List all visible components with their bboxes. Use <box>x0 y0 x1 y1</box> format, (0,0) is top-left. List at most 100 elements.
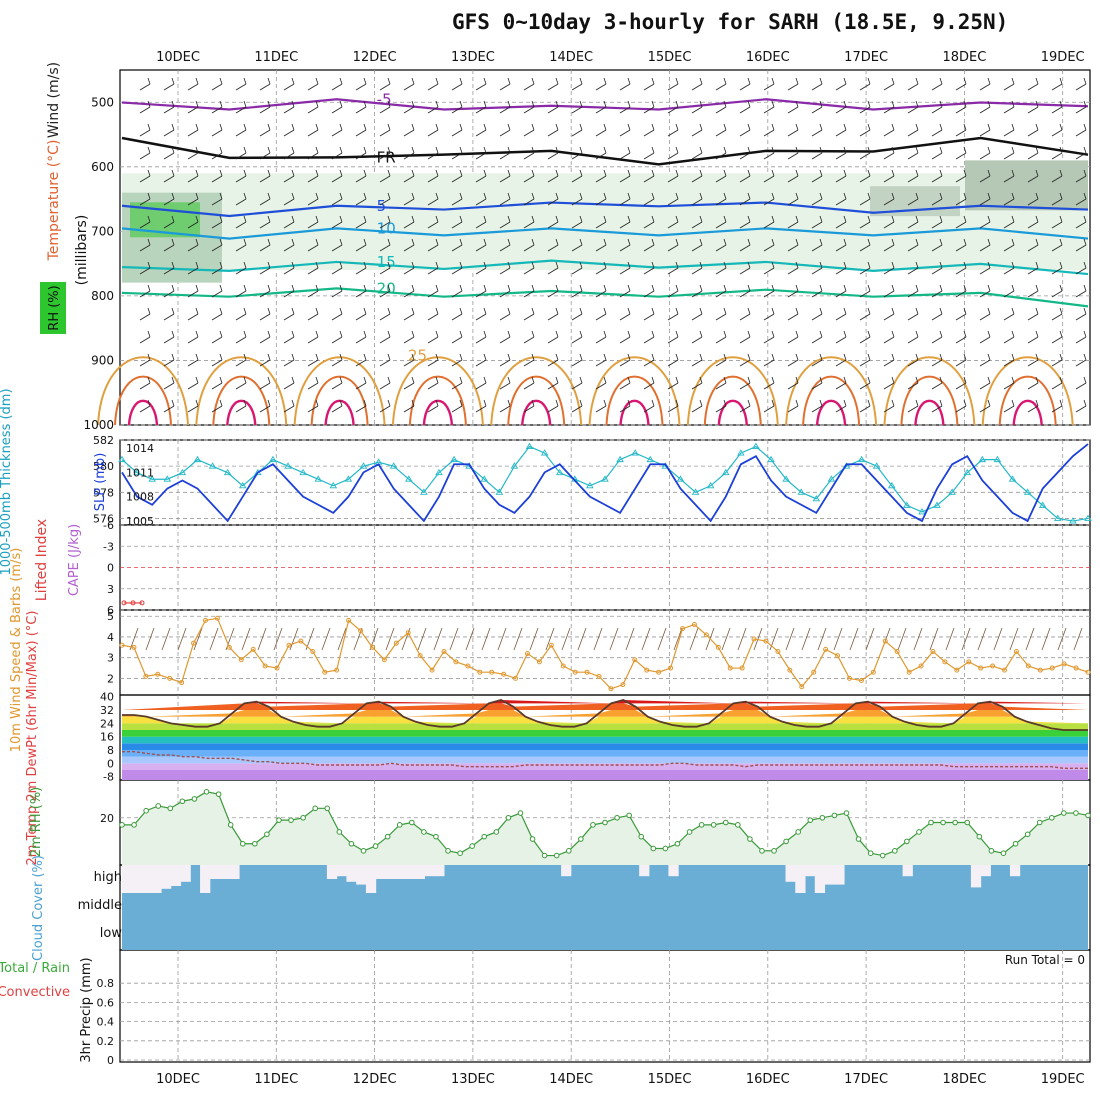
wind-barb <box>259 198 271 206</box>
wind-barb-10m <box>897 627 907 651</box>
isotherm-30 <box>703 375 762 426</box>
slp-tick: 1014 <box>126 442 154 455</box>
temperature-band <box>122 723 1088 730</box>
thickness-point <box>737 449 745 456</box>
rh-point <box>1024 831 1031 838</box>
axis-label-cloud: Cloud Cover (%) <box>31 855 46 961</box>
rh-point <box>819 814 826 821</box>
wind-barb-flag <box>243 284 247 292</box>
rh-point <box>916 829 922 835</box>
wind-barb <box>523 382 535 390</box>
wind-barb <box>235 83 247 91</box>
cloud-high-gap <box>170 865 182 886</box>
wind-barb-flag <box>411 238 415 246</box>
wind-barb-flag <box>723 353 727 361</box>
wind-barb-flag <box>171 192 175 200</box>
wind-barb <box>907 313 919 321</box>
wind10-point <box>441 648 447 654</box>
wind-barb-flag <box>1059 376 1063 384</box>
wind-barb <box>619 129 631 137</box>
wind-barb-flag <box>363 123 367 131</box>
wind-barb <box>763 313 775 321</box>
wind-barb <box>667 382 679 390</box>
wind-barb-flag <box>1059 353 1063 361</box>
wind-barb-flag <box>435 77 439 85</box>
date-tick-bottom: 10DEC <box>156 1072 200 1087</box>
temperature-tick: 16 <box>100 731 114 744</box>
wind-barb <box>379 382 391 390</box>
wind-barb-flag <box>507 376 511 384</box>
wind-barb <box>787 244 799 252</box>
wind-barb-flag <box>1059 123 1063 131</box>
axis-label-lifted-index: Lifted Index <box>34 519 50 601</box>
wind-barb-flag <box>1035 353 1039 361</box>
wind-barb-flag <box>243 169 247 177</box>
axis-label-temperature: Temperature (°C) <box>46 140 62 262</box>
wind10-point <box>298 638 304 644</box>
wind-barb <box>835 244 847 252</box>
wind-barb <box>1051 198 1063 206</box>
rh-point <box>360 848 367 854</box>
rh-point <box>674 840 681 847</box>
wind-barb <box>139 267 151 275</box>
wind-barb-flag <box>891 77 895 85</box>
wind-barb-flag <box>219 330 223 338</box>
wind10-point <box>1025 663 1031 669</box>
date-tick-bottom: 11DEC <box>254 1072 298 1087</box>
wind-barb-flag <box>1011 307 1015 315</box>
wind-barb <box>139 221 151 229</box>
wind-barb-flag <box>987 215 991 223</box>
wind-barb-flag <box>411 169 415 177</box>
wind-barb-flag <box>555 146 559 154</box>
wind-barb <box>499 244 511 252</box>
wind-barb <box>331 244 343 252</box>
wind-barb-flag <box>939 100 943 108</box>
wind-barb <box>1027 244 1039 252</box>
rh-point <box>288 817 294 823</box>
thickness-point <box>284 462 292 469</box>
wind-barb <box>451 267 463 275</box>
cloud-high-gap <box>414 865 425 879</box>
wind-barb-flag <box>147 146 151 154</box>
rh-point <box>976 833 983 840</box>
wind-barb-flag <box>267 307 271 315</box>
wind-barb <box>187 405 199 413</box>
wind-barb-flag <box>507 100 511 108</box>
wind-barb-flag <box>483 330 487 338</box>
wind-barb <box>331 83 343 91</box>
wind-barb <box>859 129 871 137</box>
rh-point <box>1000 850 1007 856</box>
wind-barb <box>523 152 535 160</box>
wind-barb-flag <box>315 330 319 338</box>
wind-barb-flag <box>723 123 727 131</box>
wind-barb <box>787 336 799 344</box>
wind-barb-flag <box>819 376 823 384</box>
wind-barb <box>187 129 199 137</box>
wind-barb-flag <box>531 307 535 315</box>
wind-barb <box>451 106 463 114</box>
wind-barb <box>691 336 703 344</box>
wind-barb <box>475 336 487 344</box>
axis-label-wind10: 10m Wind Speed & Barbs (m/s) <box>9 548 24 753</box>
wind-barb <box>715 267 727 275</box>
wind-barb <box>403 83 415 91</box>
wind-barb <box>331 198 343 206</box>
wind-barb <box>259 359 271 367</box>
legend-convective: Convective <box>0 985 70 1000</box>
rh-point <box>855 836 862 842</box>
wind-barb-flag <box>723 215 727 223</box>
wind-barb-flag <box>579 238 583 246</box>
wind-barb <box>355 382 367 390</box>
thickness-line <box>121 445 1089 522</box>
wind-barb <box>1003 198 1015 206</box>
wind-barb <box>403 152 415 160</box>
wind-barb-flag <box>459 100 463 108</box>
wind-barb-flag <box>291 146 295 154</box>
wind-barb-flag <box>747 399 751 407</box>
wind-barb-flag <box>459 146 463 154</box>
wind-barb <box>931 336 943 344</box>
wind-barb-flag <box>1011 77 1015 85</box>
axis-label-rh-2m: 2m RH (%) <box>29 787 44 858</box>
wind-barb-flag <box>915 353 919 361</box>
wind-barb-flag <box>435 146 439 154</box>
